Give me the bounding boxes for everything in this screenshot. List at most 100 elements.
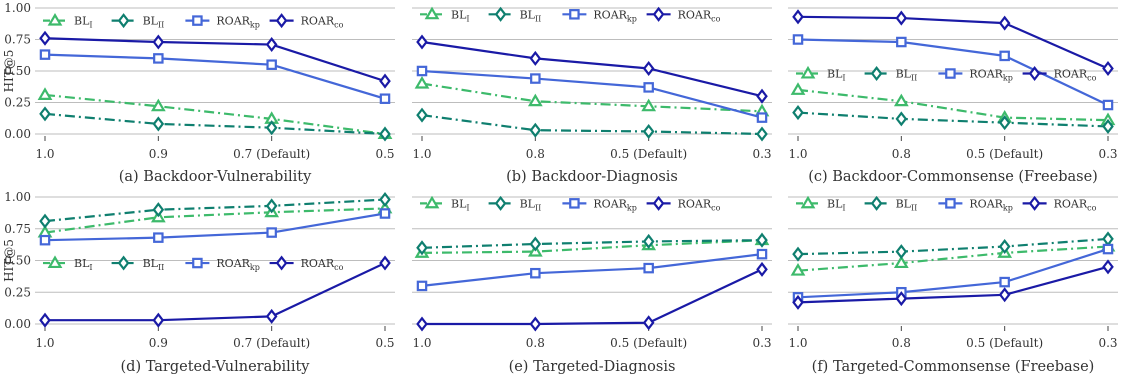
legend-marker [569, 9, 580, 20]
subplot-a: 0.00 0.25 0.50 0.75 1.00 1.0 0.9 0.7 (Default) 0… [4, 1, 395, 185]
data-point-roar-co [756, 88, 768, 104]
subplot-caption: (a) Backdoor-Vulnerability [119, 169, 312, 185]
x-tick-label: 0.8 [892, 336, 911, 350]
legend-marker [1028, 66, 1041, 82]
data-point-roar-kp [416, 65, 428, 77]
x-tick-label: 1.0 [788, 147, 807, 161]
data-point-roar-co [416, 34, 428, 50]
legend-label: BLI [74, 15, 93, 30]
x-tick-label: 0.8 [526, 147, 545, 161]
y-tick-label: 0.25 [4, 285, 31, 299]
data-point-roar-co [998, 287, 1011, 303]
x-tick-label: 1.0 [35, 147, 54, 161]
data-point-roar-co [529, 316, 542, 332]
x-tick-label: 0.3 [752, 147, 771, 161]
y-tick-label: 1.00 [4, 1, 31, 15]
legend-label: ROARco [1054, 68, 1097, 83]
data-point-roar-kp [266, 227, 277, 238]
x-tick-label: 1.0 [412, 147, 431, 161]
data-point-bl-ii [416, 107, 428, 123]
y-tick-label: 0.50 [4, 64, 31, 78]
data-point-roar-kp [1102, 243, 1114, 255]
data-point-roar-kp [643, 262, 654, 274]
legend-marker [192, 15, 203, 26]
data-point-roar-kp [379, 93, 391, 104]
data-point-roar-kp [266, 59, 277, 70]
x-tick-label: 0.9 [149, 336, 168, 350]
y-axis-label: HIT@5 [2, 50, 16, 93]
y-tick-label: 0.00 [4, 127, 31, 141]
legend-label: ROARco [301, 257, 344, 272]
data-point-roar-co [642, 60, 655, 76]
legend-label: ROARkp [216, 15, 260, 30]
legend-label: BLII [143, 257, 165, 272]
x-tick-label: 0.7 (Default) [233, 336, 310, 350]
x-tick-label: 0.3 [1098, 147, 1117, 161]
legend-label: ROARco [301, 15, 344, 30]
x-tick-label: 0.5 (Default) [610, 336, 687, 350]
data-point-bl-ii [756, 232, 768, 248]
series-line-roar-co [797, 15, 1109, 70]
data-point-roar-co [152, 312, 165, 328]
data-point-roar-kp [39, 49, 51, 60]
legend-marker [870, 195, 883, 211]
subplot-caption: (d) Targeted-Vulnerability [121, 359, 311, 375]
subplot-caption: (e) Targeted-Diagnosis [509, 359, 676, 375]
legend-label: BLI [74, 257, 93, 272]
y-tick-label: 1.00 [4, 190, 31, 204]
data-point-bl-ii [152, 116, 165, 132]
legend-marker [47, 255, 63, 269]
data-point-bl-i [893, 93, 909, 107]
series-line-bl-i [421, 239, 763, 254]
data-point-roar-co [39, 312, 51, 328]
x-tick-label: 0.3 [752, 336, 771, 350]
data-point-roar-kp [379, 208, 391, 219]
data-point-roar-co [379, 73, 391, 89]
data-point-bl-ii [39, 106, 51, 122]
series-line-bl-i [421, 82, 763, 113]
x-tick-label: 0.5 [375, 336, 394, 350]
legend: BLI BLII ROARkp ROARco [420, 195, 721, 212]
data-point-bl-ii [1102, 231, 1114, 247]
data-point-roar-co [895, 291, 908, 307]
data-point-roar-co [265, 308, 278, 324]
data-point-bl-ii [998, 239, 1011, 255]
legend-marker [192, 257, 203, 269]
legend-label: ROARkp [969, 68, 1013, 83]
legend-label: ROARkp [593, 8, 637, 23]
data-point-roar-kp [1102, 99, 1114, 111]
legend-marker [117, 255, 130, 271]
legend-marker [652, 6, 665, 22]
legend-label: ROARkp [216, 257, 260, 272]
legend-label: ROARco [678, 197, 721, 212]
data-point-roar-co [1102, 60, 1114, 76]
data-point-bl-ii [998, 115, 1011, 131]
data-point-roar-co [792, 294, 804, 310]
x-tick-label: 0.5 (Default) [610, 147, 687, 161]
legend-marker [424, 195, 440, 209]
x-tick-label: 1.0 [788, 336, 807, 350]
data-point-bl-i [527, 93, 543, 107]
data-point-roar-kp [792, 34, 804, 45]
data-point-bl-i [37, 87, 53, 100]
data-point-bl-ii [379, 192, 391, 208]
legend-marker [652, 195, 665, 211]
legend-label: BLII [520, 8, 542, 23]
data-point-roar-kp [999, 50, 1010, 62]
y-tick-label: 0.75 [4, 33, 31, 47]
legend: BLI BLII ROARkp ROARco [796, 195, 1097, 212]
x-tick-label: 1.0 [412, 336, 431, 350]
subplot-e: 1.0 0.8 0.5 (Default) 0.3 (e) Targeted-Diagn… [412, 195, 772, 375]
series-line-bl-i [44, 207, 386, 234]
data-point-roar-kp [756, 112, 768, 123]
series-line-roar-kp [44, 212, 386, 242]
x-tick-label: 0.3 [1098, 336, 1117, 350]
legend-label: BLI [451, 8, 470, 23]
legend-label: BLII [896, 68, 918, 83]
x-tick-label: 0.5 (Default) [966, 147, 1043, 161]
legend-label: ROARco [678, 8, 721, 23]
x-tick-label: 0.8 [892, 147, 911, 161]
series-line-bl-ii [797, 237, 1109, 256]
y-tick-label: 0.00 [4, 317, 31, 331]
